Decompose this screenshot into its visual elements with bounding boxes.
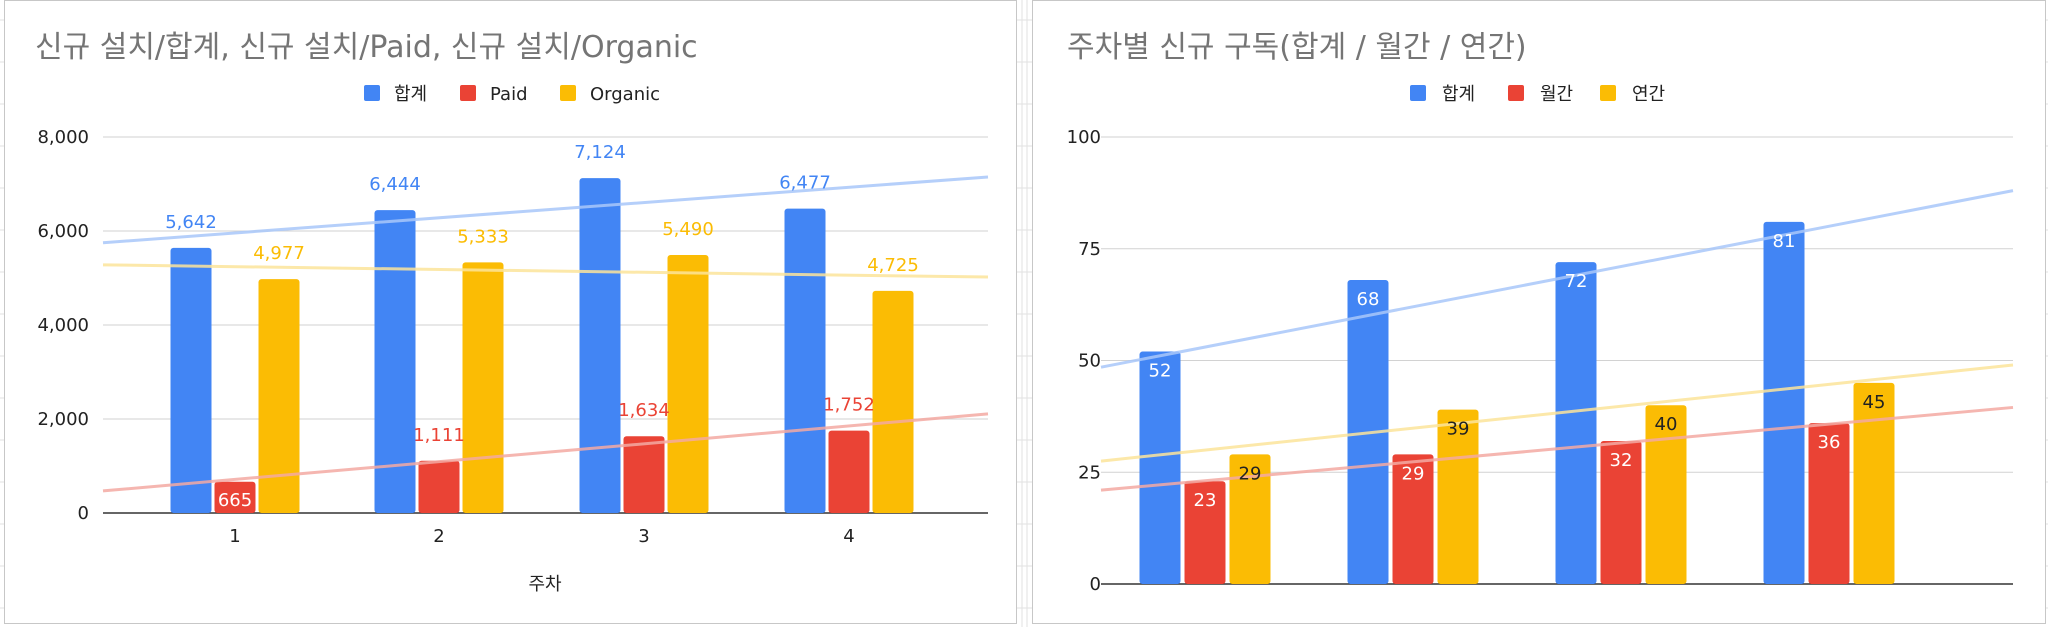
bar-part-b: [872, 290, 914, 513]
x-tick-label: 3: [638, 526, 649, 547]
x-axis-ticks: 1 2 3 4: [229, 526, 854, 547]
trendlines: [102, 175, 989, 493]
data-label-part-a: 1,752: [823, 395, 875, 416]
legend-label-paid: Paid: [490, 84, 528, 105]
data-label-part-b: 5,490: [662, 219, 714, 240]
bar-part-b: [1645, 405, 1687, 584]
data-label-part-b: 39: [1447, 419, 1470, 440]
bar-part-a: [623, 436, 665, 513]
bar-part-b: [1229, 454, 1271, 584]
bar-part-b: [462, 262, 504, 513]
bar-part-a: [1808, 423, 1850, 584]
legend-swatch-paid: [460, 85, 476, 101]
y-tick-label: 25: [1078, 462, 1101, 483]
bars: [1139, 221, 1895, 584]
chart-title: 신규 설치/합계, 신규 설치/Paid, 신규 설치/Organic: [35, 30, 698, 65]
trendline-total: [102, 175, 989, 245]
trendline-part-b: [1100, 363, 2014, 463]
bar-part-b: [667, 254, 709, 513]
y-tick-label: 8,000: [37, 127, 89, 148]
legend-label-monthly: 월간: [1540, 84, 1573, 105]
data-label-part-b: 4,977: [253, 243, 305, 264]
bar-total: [1139, 351, 1181, 584]
chart-title: 주차별 신규 구독(합계 / 월간 / 연간): [1067, 30, 1527, 65]
data-label-part-b: 40: [1655, 414, 1678, 435]
bar-part-a: [1392, 454, 1434, 584]
legend-label-yearly: 연간: [1632, 84, 1665, 105]
trendline-part-a: [102, 412, 989, 493]
data-label-part-b: 5,333: [457, 226, 509, 247]
y-tick-label: 0: [78, 503, 89, 524]
bar-part-a: [418, 460, 460, 513]
data-label-part-b: 45: [1863, 392, 1886, 413]
legend-swatch-monthly: [1508, 85, 1524, 101]
bar-part-b: [1853, 382, 1895, 584]
bar-part-a: [1600, 440, 1642, 584]
bar-part-a: [214, 481, 256, 513]
y-tick-label: 100: [1067, 127, 1101, 148]
bar-total: [1763, 221, 1805, 584]
bar-total: [374, 210, 416, 513]
legend-label-total: 합계: [394, 84, 427, 105]
y-tick-label: 0: [1090, 574, 1101, 595]
chart-subscriptions-svg: 주차별 신규 구독(합계 / 월간 / 연간) 합계 월간 연간 0 25 50 75…: [1067, 30, 2014, 595]
data-labels: 52 68 72 81 23 29 32 36 29 39 40 45: [1149, 231, 1886, 511]
data-label-total: 6,444: [369, 174, 421, 195]
data-label-total: 5,642: [165, 212, 217, 233]
x-tick-label: 2: [433, 526, 444, 547]
data-label-part-a: 29: [1402, 463, 1425, 484]
trendline-part-b: [102, 263, 989, 279]
trendline-total: [1100, 189, 2014, 369]
legend-swatch-organic: [560, 85, 576, 101]
data-label-total: 81: [1773, 231, 1796, 252]
y-axis-ticks: 0 25 50 75 100: [1067, 127, 1101, 595]
chart-panel-installs[interactable]: 신규 설치/합계, 신규 설치/Paid, 신규 설치/Organic 합계 P…: [4, 0, 1017, 624]
data-label-part-b: 29: [1239, 463, 1262, 484]
bar-part-b: [1437, 409, 1479, 584]
x-tick-label: 1: [229, 526, 240, 547]
y-tick-label: 2,000: [37, 409, 89, 430]
data-label-part-a: 665: [218, 490, 252, 511]
trendline-part-a: [1100, 405, 2014, 492]
data-label-part-a: 36: [1818, 432, 1841, 453]
bar-total: [579, 178, 621, 513]
legend-swatch-yearly: [1600, 85, 1616, 101]
trendlines: [1100, 189, 2014, 492]
data-labels: 5,642 6,444 7,124 6,477 665 1,111 1,634 1,752 4,…: [165, 142, 919, 511]
y-tick-label: 4,000: [37, 315, 89, 336]
legend: 합계 Paid Organic: [364, 84, 660, 105]
data-label-total: 6,477: [779, 173, 831, 194]
x-tick-label: 4: [843, 526, 854, 547]
data-label-part-a: 1,634: [618, 400, 670, 421]
data-label-total: 68: [1357, 289, 1380, 310]
data-label-total: 7,124: [574, 142, 626, 163]
chart-installs-svg: 신규 설치/합계, 신규 설치/Paid, 신규 설치/Organic 합계 P…: [35, 30, 989, 595]
bar-total: [170, 247, 212, 514]
y-axis-ticks: 0 2,000 4,000 6,000 8,000: [37, 127, 89, 524]
bar-part-a: [1184, 481, 1226, 584]
bar-part-a: [828, 430, 870, 513]
data-label-total: 72: [1565, 271, 1588, 292]
bars: [170, 178, 914, 514]
legend-label-total: 합계: [1442, 84, 1475, 105]
bar-part-b: [258, 279, 300, 513]
legend: 합계 월간 연간: [1410, 84, 1665, 105]
data-label-total: 52: [1149, 361, 1172, 382]
data-label-part-b: 4,725: [867, 255, 919, 276]
y-tick-label: 50: [1078, 351, 1101, 372]
x-axis-title: 주차: [528, 574, 562, 595]
data-label-part-a: 32: [1610, 450, 1633, 471]
data-label-part-a: 1,111: [413, 425, 465, 446]
y-tick-label: 6,000: [37, 221, 89, 242]
bar-total: [784, 208, 826, 513]
chart-panel-subscriptions[interactable]: 주차별 신규 구독(합계 / 월간 / 연간) 합계 월간 연간 0 25 50 75…: [1032, 0, 2046, 624]
data-label-part-a: 23: [1194, 490, 1217, 511]
legend-swatch-total: [364, 85, 380, 101]
legend-label-organic: Organic: [590, 84, 660, 105]
y-tick-label: 75: [1078, 239, 1101, 260]
legend-swatch-total: [1410, 85, 1426, 101]
bar-total: [1555, 262, 1597, 584]
